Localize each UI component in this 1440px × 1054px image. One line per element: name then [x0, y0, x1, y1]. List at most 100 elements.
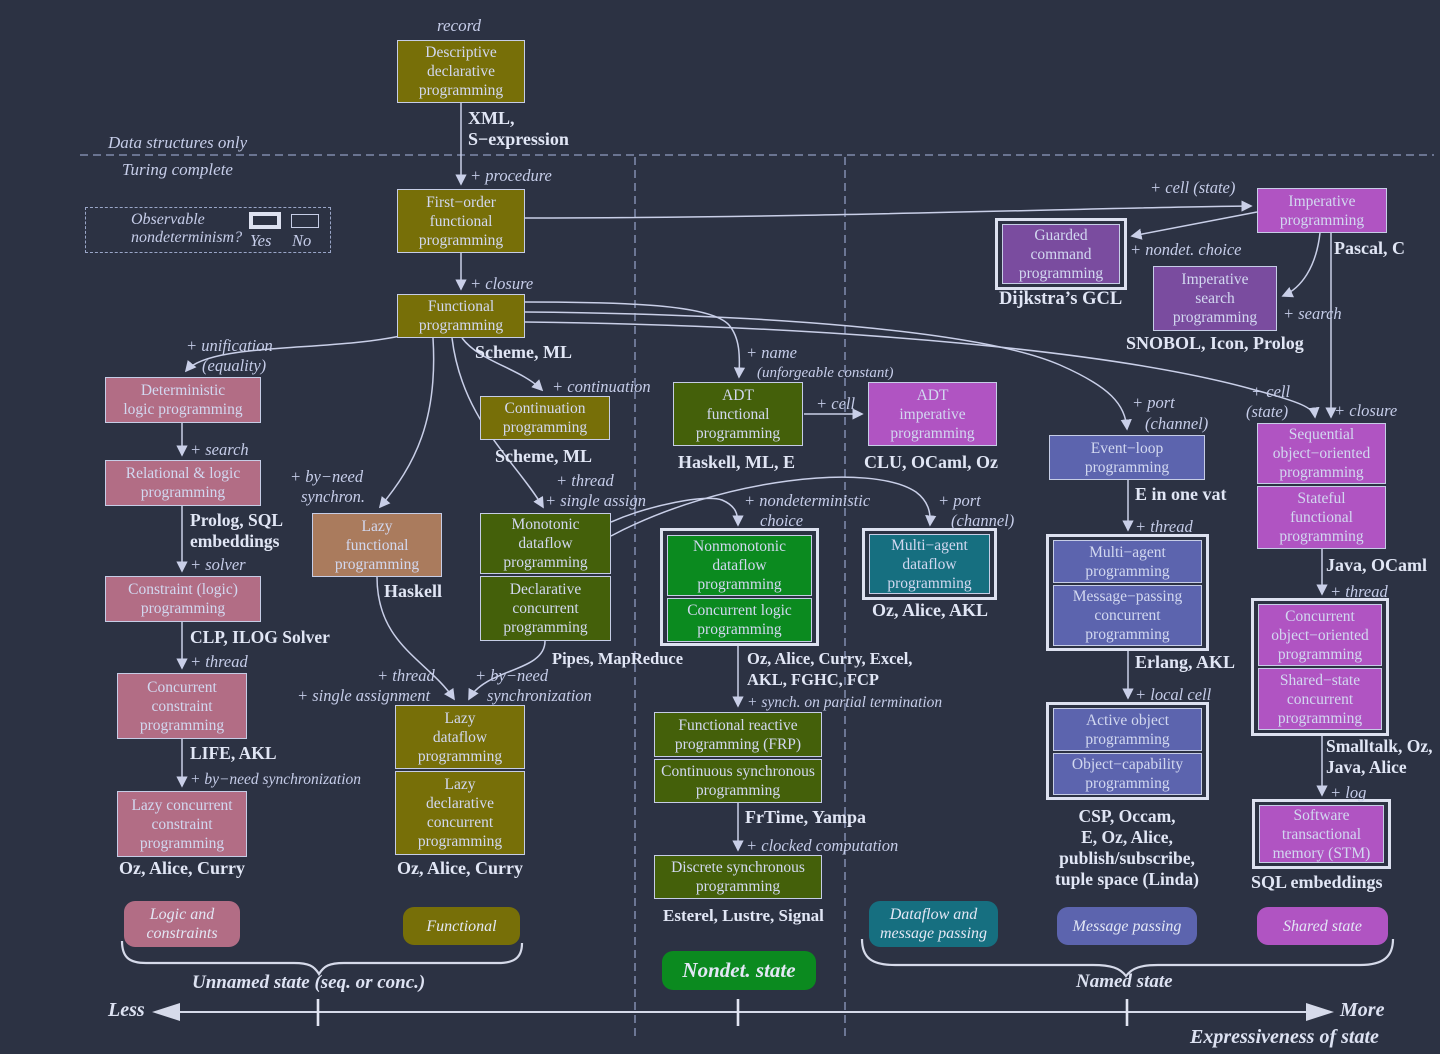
- label-snobol-icon-prolog: SNOBOL, Icon, Prolog: [1126, 333, 1304, 353]
- label-plus-port1b: (channel): [951, 511, 1015, 530]
- arrow-imperative-to-impsearch: [1281, 232, 1321, 298]
- label-data-structures-only: Data structures only: [108, 133, 248, 152]
- multi-agent-dataflow-group-outline: [862, 528, 997, 600]
- label-erlang-akl: Erlang, AKL: [1135, 652, 1236, 672]
- paradigm-box-discrete-synchronous: Discrete synchronous programming: [654, 855, 822, 899]
- label-esterel-lustre-signal: Esterel, Lustre, Signal: [663, 906, 824, 925]
- paradigm-box-shared-state-concurrent: Shared−state concurrent programming: [1258, 668, 1382, 730]
- label-plus-single-assignment: + single assignment: [297, 686, 431, 705]
- paradigm-box-multi-agent: Multi−agent programming: [1053, 540, 1202, 583]
- paradigm-box-relational-logic: Relational & logic programming: [105, 460, 261, 506]
- paradigm-box-message-passing-concurrent: Message−passing concurrent programming: [1053, 585, 1202, 646]
- paradigm-box-lazy-declarative-concurrent: Lazy declarative concurrent programming: [395, 771, 525, 855]
- paradigm-box-adt-functional: ADT functional programming: [673, 382, 803, 446]
- label-oz-curry-excel: Oz, Alice, Curry, Excel, AKL, FGHC, FCP: [747, 649, 913, 689]
- label-plus-cell-state-top: + cell (state): [1150, 178, 1236, 197]
- label-unnamed-state: Unnamed state (seq. or conc.): [192, 972, 426, 993]
- paradigm-box-imperative-search: Imperative search programming: [1153, 266, 1277, 331]
- label-clp-ilog: CLP, ILOG Solver: [190, 627, 330, 647]
- label-plus-port1a: + port: [938, 491, 981, 510]
- guarded-command-outline: [995, 218, 1127, 290]
- label-scheme-ml-1: Scheme, ML: [475, 342, 572, 362]
- label-plus-thread-r2: + thread: [1330, 582, 1388, 601]
- arrow-cell-state-to-imperative: [524, 200, 1253, 219]
- label-plus-cell-adt: + cell: [816, 394, 856, 413]
- label-oz-alice-curry-mid: Oz, Alice, Curry: [397, 858, 523, 878]
- paradigm-box-concurrent-oo: Concurrent object−oriented programming: [1258, 604, 1382, 666]
- label-plus-cell2b: (state): [1246, 402, 1289, 421]
- label-scheme-ml-2: Scheme, ML: [495, 446, 592, 466]
- paradigm-box-active-object: Active object programming: [1053, 708, 1202, 751]
- label-clu-ocaml-oz: CLU, OCaml, Oz: [864, 452, 998, 472]
- label-dijkstras-gcl: Dijkstra’s GCL: [999, 289, 1123, 309]
- badge-logic-and-constraints: Logic and constraints: [124, 901, 240, 947]
- label-plus-byneed-mid1: + by−need: [290, 467, 364, 486]
- label-plus-closure: + closure: [470, 274, 534, 293]
- legend-no-box: [291, 214, 319, 228]
- label-plus-port2b: (channel): [1145, 414, 1209, 433]
- paradigm-box-frp: Functional reactive programming (FRP): [654, 712, 822, 757]
- label-xml-sexpression: XML, S−expression: [468, 108, 569, 149]
- concurrent-oo-group-outline: [1251, 598, 1389, 736]
- label-plus-search-right: + search: [1283, 304, 1342, 323]
- label-frtime-yampa: FrTime, Yampa: [745, 807, 866, 827]
- label-sql-embeddings: SQL embeddings: [1251, 872, 1383, 892]
- paradigm-box-continuous-synchronous: Continuous synchronous programming: [654, 759, 822, 803]
- label-less: Less: [108, 999, 145, 1021]
- paradigm-box-imperative: Imperative programming: [1257, 188, 1387, 233]
- label-plus-solver: + solver: [190, 555, 246, 574]
- label-plus-cell2a: + cell: [1251, 382, 1291, 401]
- paradigm-box-functional: Functional programming: [397, 294, 525, 338]
- label-turing-complete: Turing complete: [122, 160, 233, 179]
- label-csp-occam: CSP, Occam, E, Oz, Alice, publish/subscr…: [1055, 806, 1199, 889]
- label-java-ocaml: Java, OCaml: [1326, 555, 1427, 575]
- paradigm-box-lazy-concurrent-constraint: Lazy concurrent constraint programming: [117, 791, 247, 857]
- legend-no-label: No: [292, 231, 312, 250]
- label-plus-local-cell: + local cell: [1135, 685, 1212, 704]
- axis-arrow-right: [1306, 1003, 1334, 1021]
- badge-functional: Functional: [403, 907, 520, 945]
- stm-group-outline: [1252, 799, 1391, 869]
- paradigm-box-continuation: Continuation programming: [480, 396, 610, 440]
- label-unforgeable: (unforgeable constant): [757, 365, 894, 381]
- badge-message-passing: Message passing: [1057, 907, 1197, 945]
- label-pascal-c: Pascal, C: [1334, 238, 1405, 258]
- label-plus-nondet-choice: + nondet. choice: [1130, 240, 1242, 259]
- legend-yes-box: [249, 212, 281, 229]
- badge-dataflow-and-message-passing: Dataflow and message passing: [869, 901, 998, 947]
- label-life-akl: LIFE, AKL: [190, 743, 277, 763]
- nondeterminism-legend: [85, 207, 331, 253]
- paradigm-box-guarded-command: Guarded command programming: [1002, 224, 1120, 284]
- label-plus-thread-m1: + thread: [556, 471, 614, 490]
- paradigm-box-constraint-logic: Constraint (logic) programming: [105, 576, 261, 622]
- paradigm-box-sequential-oo: Sequential object−oriented programming: [1257, 423, 1386, 484]
- paradigm-box-concurrent-logic: Concurrent logic programming: [667, 598, 812, 642]
- label-plus-nondet2a: + nondeterministic: [744, 491, 871, 510]
- label-plus-thread-m2: + thread: [377, 666, 435, 685]
- label-record: record: [437, 16, 482, 35]
- label-more: More: [1340, 999, 1385, 1021]
- badge-nondet-state: Nondet. state: [662, 951, 816, 990]
- paradigm-box-declarative-concurrent: Declarative concurrent programming: [480, 576, 611, 641]
- paradigm-box-adt-imperative: ADT imperative programming: [868, 382, 997, 446]
- label-haskell: Haskell: [384, 581, 443, 601]
- paradigm-box-stateful-functional: Stateful functional programming: [1257, 486, 1386, 549]
- legend-yes-label: Yes: [250, 231, 272, 250]
- paradigm-box-lazy-functional: Lazy functional programming: [312, 513, 442, 577]
- label-pipes-mapreduce: Pipes, MapReduce: [552, 649, 684, 668]
- label-plus-thread-left: + thread: [190, 652, 248, 671]
- label-plus-log: + log: [1330, 783, 1367, 802]
- label-expressiveness: Expressiveness of state: [1190, 1026, 1379, 1048]
- label-oz-alice-curry-left: Oz, Alice, Curry: [119, 858, 245, 878]
- message-passing-group-outline: [1046, 534, 1209, 651]
- label-prolog-sql: Prolog, SQL embeddings: [190, 510, 284, 551]
- paradigm-box-first-order-functional: First−order functional programming: [397, 189, 525, 253]
- label-plus-thread-r1: + thread: [1135, 517, 1193, 536]
- paradigm-box-deterministic-logic: Deterministic logic programming: [105, 377, 261, 423]
- paradigm-box-event-loop: Event−loop programming: [1049, 435, 1205, 480]
- label-plus-byneed2b: synchronization: [487, 686, 592, 705]
- paradigm-box-object-capability: Object−capability programming: [1053, 753, 1202, 795]
- label-plus-synch-partial: + synch. on partial termination: [747, 694, 943, 711]
- label-smalltalk-oz: Smalltalk, Oz, Java, Alice: [1326, 736, 1433, 777]
- label-plus-search-left: + search: [190, 440, 249, 459]
